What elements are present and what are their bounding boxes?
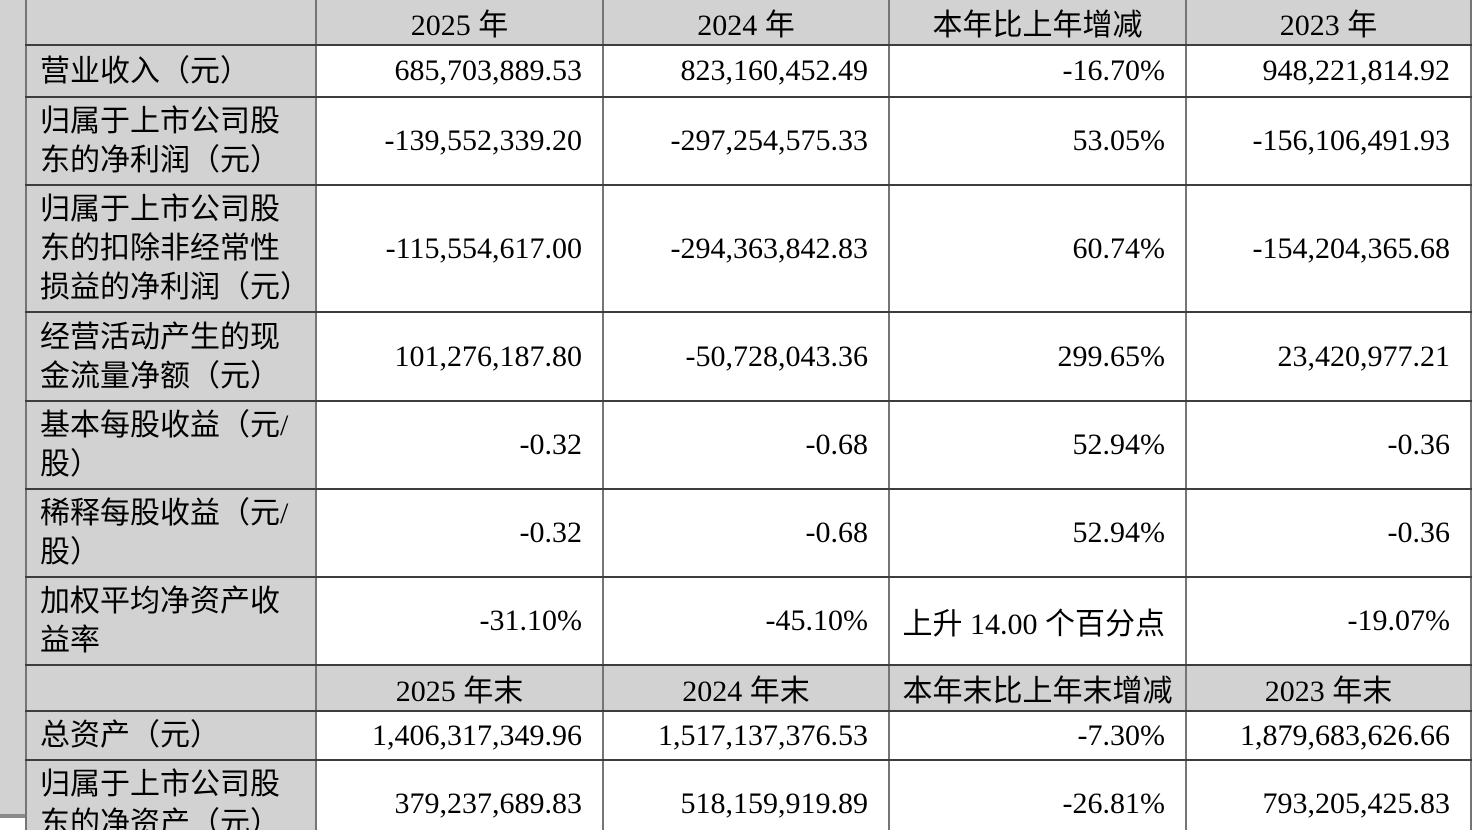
table-header-row-year-end: 2025 年末 2024 年末 本年末比上年末增减 2023 年末: [25, 664, 1472, 712]
row-label: 稀释每股收益（元/股）: [25, 488, 317, 578]
row-label: 归属于上市公司股东的净利润（元）: [25, 96, 317, 186]
column-header-2023-end: 2023 年末: [1185, 664, 1472, 712]
cell-value: -294,363,842.83: [602, 184, 890, 313]
cell-value: 685,703,889.53: [315, 44, 604, 98]
table-row-total-assets: 总资产（元） 1,406,317,349.96 1,517,137,376.53…: [25, 710, 1472, 761]
table-row-weighted-avg-roe: 加权平均净资产收益率 -31.10% -45.10% 上升 14.00 个百分点…: [25, 576, 1472, 666]
cell-value: 518,159,919.89: [602, 759, 890, 830]
cell-value: 53.05%: [888, 96, 1187, 186]
cell-value: -0.36: [1185, 400, 1472, 490]
cell-value: 948,221,814.92: [1185, 44, 1472, 98]
cell-value: 299.65%: [888, 311, 1187, 402]
column-header-2025: 2025 年: [315, 0, 604, 46]
row-label: 总资产（元）: [25, 710, 317, 761]
column-header-year-end-change: 本年末比上年末增减: [888, 664, 1187, 712]
table-row-operating-cash-flow: 经营活动产生的现金流量净额（元） 101,276,187.80 -50,728,…: [25, 311, 1472, 402]
cell-value: -7.30%: [888, 710, 1187, 761]
cell-value: 52.94%: [888, 400, 1187, 490]
column-header-2024: 2024 年: [602, 0, 890, 46]
cell-value: -0.36: [1185, 488, 1472, 578]
row-label: 经营活动产生的现金流量净额（元）: [25, 311, 317, 402]
cell-value: 1,406,317,349.96: [315, 710, 604, 761]
cell-value: -19.07%: [1185, 576, 1472, 666]
column-header-2023: 2023 年: [1185, 0, 1472, 46]
cell-value: 1,517,137,376.53: [602, 710, 890, 761]
row-label: 营业收入（元）: [25, 44, 317, 98]
cell-value: 52.94%: [888, 488, 1187, 578]
cell-value: -156,106,491.93: [1185, 96, 1472, 186]
key-financials-table: 2025 年 2024 年 本年比上年增减 2023 年 营业收入（元） 685…: [25, 0, 1472, 830]
cell-value: -50,728,043.36: [602, 311, 890, 402]
row-label: 归属于上市公司股东的扣除非经常性损益的净利润（元）: [25, 184, 317, 313]
cell-value: -31.10%: [315, 576, 604, 666]
cell-value: -0.68: [602, 488, 890, 578]
cell-value: -154,204,365.68: [1185, 184, 1472, 313]
cell-value: -0.32: [315, 488, 604, 578]
cell-value: 60.74%: [888, 184, 1187, 313]
cell-value: 823,160,452.49: [602, 44, 890, 98]
cell-value: 1,879,683,626.66: [1185, 710, 1472, 761]
table-left-margin: [0, 0, 25, 818]
cell-value: -0.32: [315, 400, 604, 490]
cell-value: -139,552,339.20: [315, 96, 604, 186]
column-header-2025-end: 2025 年末: [315, 664, 604, 712]
cell-value: 101,276,187.80: [315, 311, 604, 402]
cell-value: -26.81%: [888, 759, 1187, 830]
table-row-basic-eps: 基本每股收益（元/股） -0.32 -0.68 52.94% -0.36: [25, 400, 1472, 490]
column-header-2024-end: 2024 年末: [602, 664, 890, 712]
column-header-yoy-change: 本年比上年增减: [888, 0, 1187, 46]
corner-cell: [25, 664, 317, 712]
table-header-row-annual: 2025 年 2024 年 本年比上年增减 2023 年: [25, 0, 1472, 46]
cell-value: -45.10%: [602, 576, 890, 666]
table-row-net-profit-excl-nonrecurring: 归属于上市公司股东的扣除非经常性损益的净利润（元） -115,554,617.0…: [25, 184, 1472, 313]
cell-value: 23,420,977.21: [1185, 311, 1472, 402]
row-label: 基本每股收益（元/股）: [25, 400, 317, 490]
cell-value: -16.70%: [888, 44, 1187, 98]
cell-value: -297,254,575.33: [602, 96, 890, 186]
table-row-revenue: 营业收入（元） 685,703,889.53 823,160,452.49 -1…: [25, 44, 1472, 98]
cell-value: 379,237,689.83: [315, 759, 604, 830]
cell-value: -0.68: [602, 400, 890, 490]
row-label: 归属于上市公司股东的净资产（元）: [25, 759, 317, 830]
cell-value: 793,205,425.83: [1185, 759, 1472, 830]
table-row-net-profit: 归属于上市公司股东的净利润（元） -139,552,339.20 -297,25…: [25, 96, 1472, 186]
cell-value: 上升 14.00 个百分点: [888, 576, 1187, 666]
table-row-net-assets: 归属于上市公司股东的净资产（元） 379,237,689.83 518,159,…: [25, 759, 1472, 830]
corner-cell: [25, 0, 317, 46]
table-row-diluted-eps: 稀释每股收益（元/股） -0.32 -0.68 52.94% -0.36: [25, 488, 1472, 578]
cell-value: -115,554,617.00: [315, 184, 604, 313]
row-label: 加权平均净资产收益率: [25, 576, 317, 666]
